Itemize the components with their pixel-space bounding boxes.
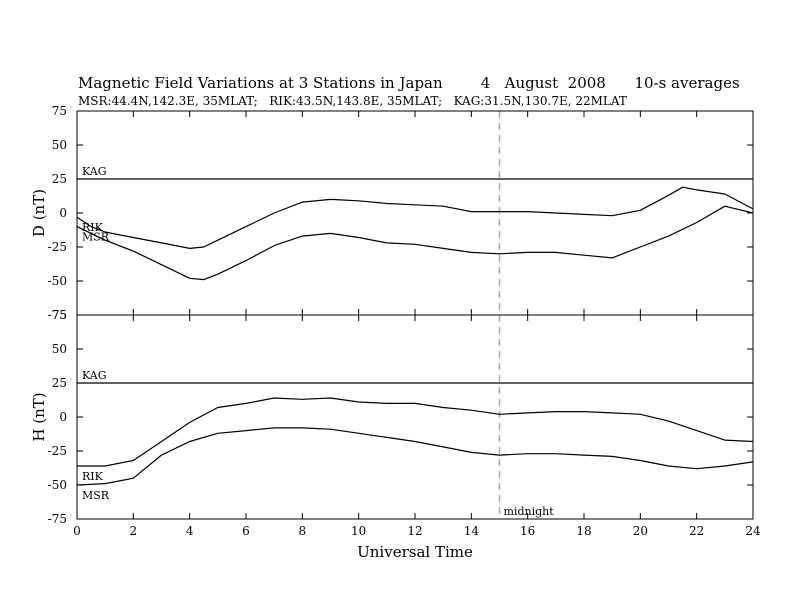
chart-title: Magnetic Field Variations at 3 Stations …: [78, 74, 740, 92]
xtick-label: 20: [633, 524, 648, 538]
declination-ytick-label: -75: [48, 308, 67, 322]
horizontal-ytick-label: -25: [48, 444, 67, 458]
declination-ytick-label: 25: [52, 172, 67, 186]
xtick-label: 6: [242, 524, 250, 538]
declination-series-rik: [76, 186, 754, 249]
horizontal-ytick-label: 50: [52, 342, 67, 356]
chart-subtitle: MSR:44.4N,142.3E, 35MLAT; RIK:43.5N,143.…: [78, 94, 627, 108]
horizontal-series-label-msr: MSR: [82, 489, 110, 502]
xtick-label: 24: [745, 524, 761, 538]
midnight-label: midnight: [504, 505, 555, 518]
horizontal-ylabel: H (nT): [30, 392, 48, 441]
xtick-label: 4: [186, 524, 194, 538]
xlabel: Universal Time: [357, 543, 473, 561]
horizontal-series-label-kag: KAG: [82, 369, 107, 382]
declination-ylabel: D (nT): [30, 189, 48, 237]
horizontal-ytick-label: 0: [59, 410, 67, 424]
declination-series-label-msr: MSR: [82, 231, 110, 244]
xtick-label: 12: [407, 524, 422, 538]
xtick-label: 2: [130, 524, 138, 538]
horizontal-series-rik: [77, 397, 754, 467]
horizontal-ytick-label: -50: [48, 478, 67, 492]
xtick-label: 8: [299, 524, 307, 538]
declination-ytick-label: -50: [48, 274, 67, 288]
declination-series-msr: [76, 205, 754, 281]
xtick-label: 14: [464, 524, 480, 538]
declination-series-label-rik: RIK: [82, 221, 104, 234]
horizontal-series-label-rik: RIK: [82, 470, 104, 483]
horizontal-ytick-label: 75: [52, 308, 67, 322]
xtick-label: 16: [520, 524, 535, 538]
declination-ytick-label: -25: [48, 240, 67, 254]
horizontal-ytick-label: -75: [48, 512, 67, 526]
xtick-label: 10: [351, 524, 366, 538]
xtick-label: 0: [73, 524, 81, 538]
xtick-label: 22: [689, 524, 704, 538]
horizontal-series-msr: [76, 427, 754, 486]
declination-ytick-label: 0: [59, 206, 67, 220]
xtick-label: 18: [576, 524, 591, 538]
horizontal-ytick-label: 25: [52, 376, 67, 390]
declination-panel-frame: [76, 110, 754, 316]
declination-ytick-label: 50: [52, 138, 67, 152]
declination-series-label-kag: KAG: [82, 165, 107, 178]
declination-ytick-label: 75: [52, 104, 67, 118]
